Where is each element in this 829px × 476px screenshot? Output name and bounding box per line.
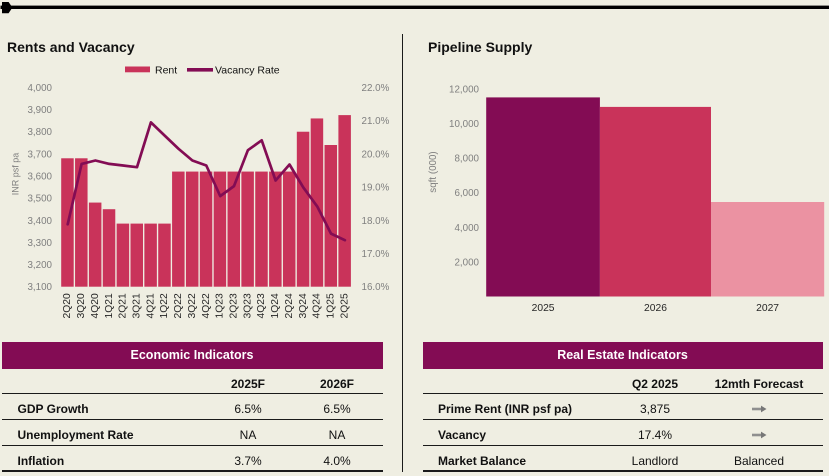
svg-text:1Q21: 1Q21 <box>104 293 115 318</box>
svg-text:10,000: 10,000 <box>449 119 480 130</box>
svg-text:3Q21: 3Q21 <box>132 293 143 318</box>
svg-text:2026: 2026 <box>644 303 667 314</box>
svg-text:21.0%: 21.0% <box>362 116 390 127</box>
svg-text:3,700: 3,700 <box>27 149 52 160</box>
svg-text:2Q23: 2Q23 <box>229 293 240 318</box>
svg-text:19.0%: 19.0% <box>362 183 390 194</box>
svg-text:INR psf pa: INR psf pa <box>11 153 21 196</box>
svg-text:2Q20: 2Q20 <box>62 293 73 318</box>
svg-text:12,000: 12,000 <box>449 84 480 95</box>
svg-text:3,300: 3,300 <box>27 238 52 249</box>
svg-text:3,200: 3,200 <box>27 260 52 271</box>
svg-text:3Q20: 3Q20 <box>76 293 87 318</box>
svg-text:22.0%: 22.0% <box>362 83 390 94</box>
svg-text:3,400: 3,400 <box>27 216 52 227</box>
svg-text:1Q25: 1Q25 <box>326 293 337 318</box>
svg-text:2Q25: 2Q25 <box>339 293 350 318</box>
svg-text:6,000: 6,000 <box>454 188 479 199</box>
svg-text:16.0%: 16.0% <box>362 282 390 293</box>
svg-text:17.0%: 17.0% <box>362 249 390 260</box>
svg-text:8,000: 8,000 <box>454 154 479 165</box>
svg-text:Rent: Rent <box>155 65 177 77</box>
svg-text:3,100: 3,100 <box>27 282 52 293</box>
svg-text:sqft (000): sqft (000) <box>428 151 439 192</box>
svg-text:Vacancy Rate: Vacancy Rate <box>215 65 280 77</box>
svg-text:1Q22: 1Q22 <box>159 293 170 318</box>
svg-text:3,800: 3,800 <box>27 127 52 138</box>
svg-text:4,000: 4,000 <box>27 83 52 94</box>
svg-text:2Q24: 2Q24 <box>284 293 295 318</box>
svg-text:2Q21: 2Q21 <box>118 293 129 318</box>
svg-text:3Q24: 3Q24 <box>298 293 309 318</box>
svg-text:4Q20: 4Q20 <box>90 293 101 318</box>
svg-text:2,000: 2,000 <box>454 257 479 268</box>
svg-text:3Q22: 3Q22 <box>187 293 198 318</box>
svg-text:18.0%: 18.0% <box>362 216 390 227</box>
svg-text:4Q23: 4Q23 <box>256 293 267 318</box>
svg-text:1Q24: 1Q24 <box>270 293 281 318</box>
svg-text:3,500: 3,500 <box>27 194 52 205</box>
svg-text:3,900: 3,900 <box>27 105 52 116</box>
svg-text:4Q21: 4Q21 <box>145 293 156 318</box>
svg-text:2027: 2027 <box>756 303 779 314</box>
svg-text:1Q23: 1Q23 <box>215 293 226 318</box>
svg-text:4Q22: 4Q22 <box>201 293 212 318</box>
svg-text:3,600: 3,600 <box>27 172 52 183</box>
svg-text:4Q24: 4Q24 <box>312 293 323 318</box>
svg-text:20.0%: 20.0% <box>362 149 390 160</box>
svg-text:4,000: 4,000 <box>454 223 479 234</box>
svg-text:2025: 2025 <box>532 303 555 314</box>
svg-text:2Q22: 2Q22 <box>173 293 184 318</box>
svg-text:3Q23: 3Q23 <box>242 293 253 318</box>
